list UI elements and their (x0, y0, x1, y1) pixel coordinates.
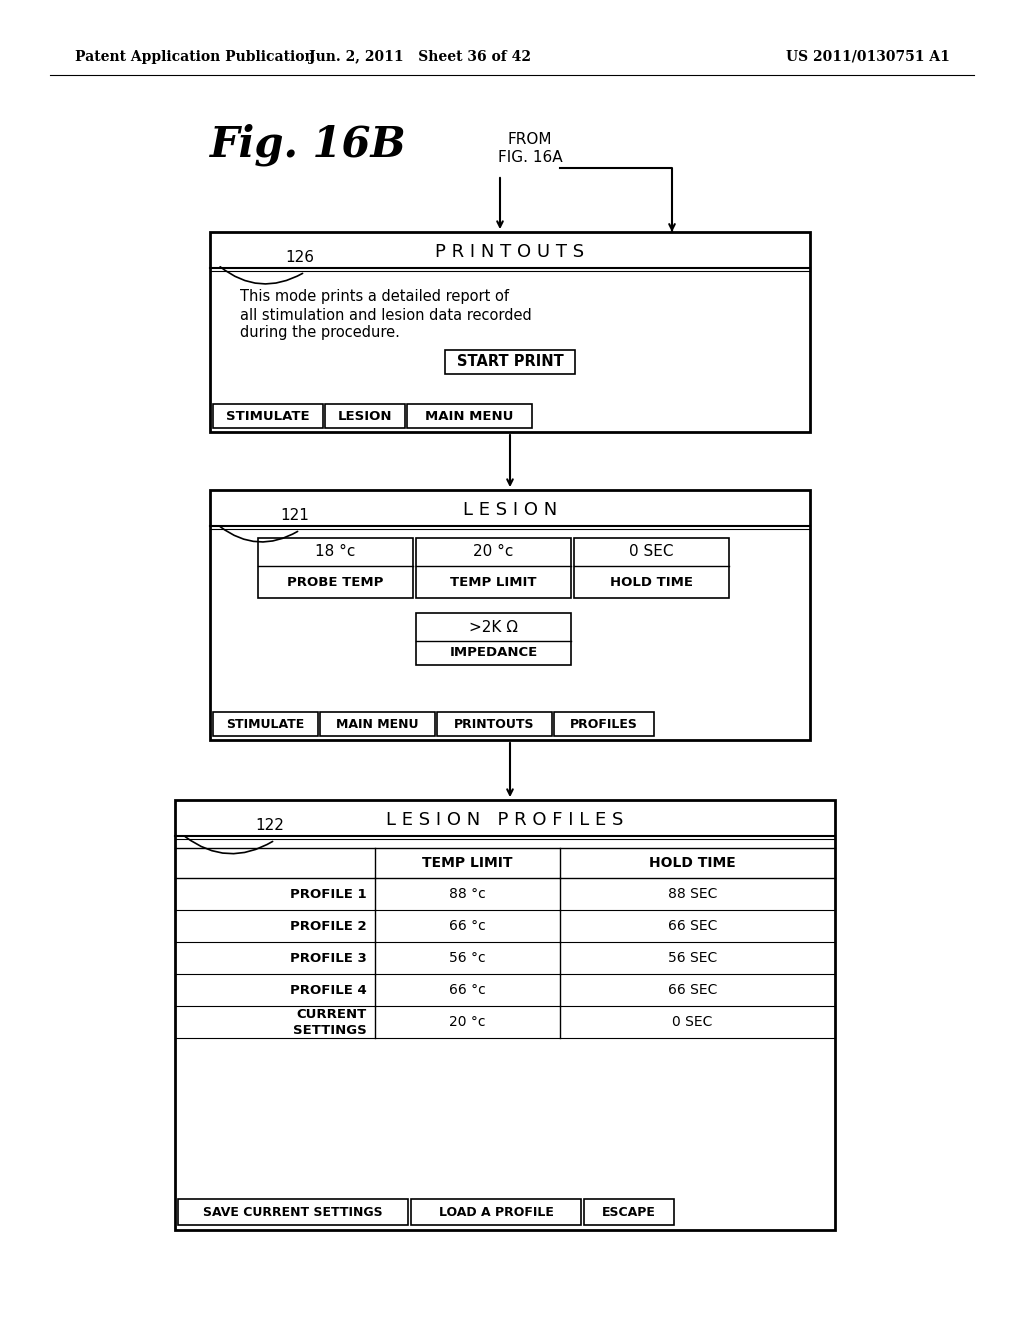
Text: L E S I O N   P R O F I L E S: L E S I O N P R O F I L E S (386, 810, 624, 829)
Text: 66 °c: 66 °c (450, 919, 485, 933)
Text: PROFILE 3: PROFILE 3 (290, 952, 367, 965)
Text: ESCAPE: ESCAPE (602, 1205, 656, 1218)
Text: 66 °c: 66 °c (450, 983, 485, 997)
Text: US 2011/0130751 A1: US 2011/0130751 A1 (786, 50, 950, 63)
Bar (325, 404, 406, 428)
Bar (407, 404, 532, 428)
Text: LESION: LESION (338, 409, 392, 422)
Text: SAVE CURRENT SETTINGS: SAVE CURRENT SETTINGS (203, 1205, 383, 1218)
Text: STIMULATE: STIMULATE (226, 409, 310, 422)
Bar (554, 711, 654, 737)
Text: FROM: FROM (508, 132, 552, 148)
Text: 126: 126 (285, 251, 314, 265)
Bar (437, 711, 552, 737)
Bar (213, 711, 318, 737)
Text: PRINTOUTS: PRINTOUTS (455, 718, 535, 730)
Text: 18 °c: 18 °c (315, 544, 355, 560)
Text: Patent Application Publication: Patent Application Publication (75, 50, 314, 63)
Text: 122: 122 (255, 818, 284, 833)
Bar (210, 490, 810, 741)
Bar (416, 539, 571, 598)
Text: This mode prints a detailed report of: This mode prints a detailed report of (240, 289, 509, 305)
Text: 88 °c: 88 °c (450, 887, 485, 902)
Text: P R I N T O U T S: P R I N T O U T S (435, 243, 585, 261)
Text: HOLD TIME: HOLD TIME (649, 855, 736, 870)
Text: IMPEDANCE: IMPEDANCE (450, 647, 538, 660)
Text: PROFILE 4: PROFILE 4 (290, 983, 367, 997)
Text: MAIN MENU: MAIN MENU (425, 409, 514, 422)
Bar (213, 404, 323, 428)
Bar (411, 1199, 581, 1225)
Bar (416, 612, 571, 665)
Text: PROFILE 2: PROFILE 2 (291, 920, 367, 932)
Bar (178, 1199, 408, 1225)
Bar (584, 1199, 674, 1225)
Text: 56 °c: 56 °c (450, 950, 485, 965)
Text: PROFILES: PROFILES (570, 718, 638, 730)
Text: 20 °c: 20 °c (473, 544, 514, 560)
Text: Fig. 16B: Fig. 16B (210, 124, 407, 166)
Text: 0 SEC: 0 SEC (630, 544, 674, 560)
Bar (258, 539, 413, 598)
Text: HOLD TIME: HOLD TIME (610, 576, 693, 589)
Bar (210, 232, 810, 432)
Text: 0 SEC: 0 SEC (673, 1015, 713, 1030)
Text: 66 SEC: 66 SEC (668, 983, 717, 997)
Text: 56 SEC: 56 SEC (668, 950, 717, 965)
Text: START PRINT: START PRINT (457, 355, 563, 370)
Text: FIG. 16A: FIG. 16A (498, 150, 562, 165)
Text: TEMP LIMIT: TEMP LIMIT (451, 576, 537, 589)
Text: during the procedure.: during the procedure. (240, 326, 400, 341)
Bar (319, 711, 435, 737)
Text: TEMP LIMIT: TEMP LIMIT (422, 855, 513, 870)
Text: >2K Ω: >2K Ω (469, 619, 518, 635)
Text: 20 °c: 20 °c (450, 1015, 485, 1030)
Text: Jun. 2, 2011   Sheet 36 of 42: Jun. 2, 2011 Sheet 36 of 42 (309, 50, 531, 63)
Text: 88 SEC: 88 SEC (668, 887, 717, 902)
Text: PROFILE 1: PROFILE 1 (291, 887, 367, 900)
Bar (175, 800, 835, 1230)
Text: LOAD A PROFILE: LOAD A PROFILE (438, 1205, 553, 1218)
Text: MAIN MENU: MAIN MENU (336, 718, 419, 730)
Text: 66 SEC: 66 SEC (668, 919, 717, 933)
Text: STIMULATE: STIMULATE (226, 718, 304, 730)
Text: 121: 121 (280, 508, 309, 524)
Bar (574, 539, 729, 598)
Text: PROBE TEMP: PROBE TEMP (288, 576, 384, 589)
Bar (445, 350, 575, 374)
Text: CURRENT: CURRENT (297, 1007, 367, 1020)
Text: L E S I O N: L E S I O N (463, 502, 557, 519)
Text: SETTINGS: SETTINGS (293, 1023, 367, 1036)
Text: all stimulation and lesion data recorded: all stimulation and lesion data recorded (240, 308, 531, 322)
